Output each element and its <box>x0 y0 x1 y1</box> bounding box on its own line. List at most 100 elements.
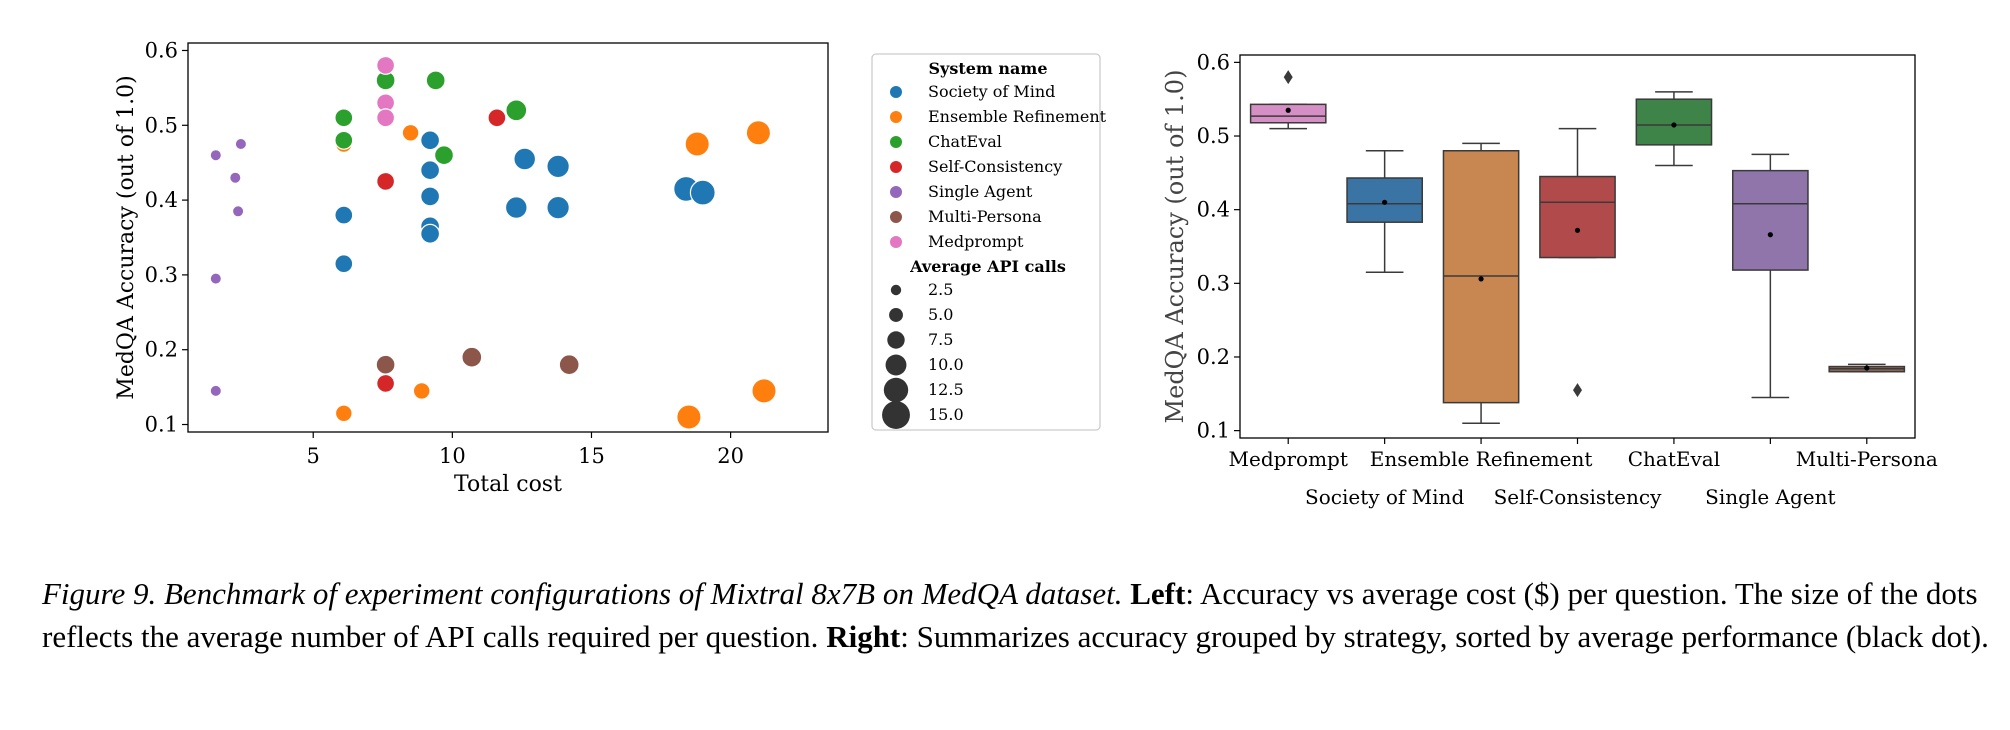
scatter-point <box>513 147 537 171</box>
y-tick-label: 0.1 <box>1197 419 1230 443</box>
scatter-point <box>487 108 507 128</box>
scatter-point <box>376 171 396 191</box>
legend-size-label: 5.0 <box>928 305 953 324</box>
x-tick-label: ChatEval <box>1628 447 1720 471</box>
legend-entry-label: Society of Mind <box>928 82 1055 101</box>
scatter-point <box>334 130 354 150</box>
scatter-point <box>689 179 716 206</box>
legend-size-marker <box>882 401 910 429</box>
legend: System name Society of Mind Ensemble Refin… <box>871 53 1107 431</box>
box-mean-dot <box>1478 276 1484 282</box>
scatter-point <box>420 223 441 244</box>
scatter-point <box>231 205 245 218</box>
scatter-axes-frame <box>187 42 829 433</box>
box-outlier <box>1573 383 1582 398</box>
figure-caption: Figure 9. Benchmark of experiment config… <box>42 572 2002 658</box>
box-iqr <box>1635 98 1713 146</box>
legend-marker <box>890 236 902 248</box>
x-tick-label: Society of Mind <box>1305 485 1464 509</box>
legend-size-label: 12.5 <box>928 380 964 399</box>
x-tick-label: Ensemble Refinement <box>1370 447 1593 471</box>
box-plot: Medprompt Society of Mind Ensemble Refinem… <box>1161 50 1938 509</box>
legend-entry-label: Ensemble Refinement <box>928 107 1107 126</box>
figure-canvas: 5 10 15 20 0.1 0.2 0.3 0.4 0.5 0.6 Total cost MedQA… <box>114 38 1938 509</box>
legend-marker <box>890 161 902 173</box>
scatter-point <box>209 272 222 285</box>
legend-size-marker <box>889 308 903 322</box>
scatter-point <box>209 384 222 398</box>
scatter-point <box>420 130 441 151</box>
scatter-point <box>676 404 702 430</box>
x-tick-label: Medprompt <box>1229 447 1348 471</box>
y-tick-label: 0.6 <box>145 38 178 62</box>
y-tick-label: 0.4 <box>145 188 178 212</box>
legend-size-label: 10.0 <box>928 355 964 374</box>
caption-right-label: Right <box>826 619 901 654</box>
box-mean-dot <box>1285 107 1291 113</box>
legend-size-label: 2.5 <box>928 280 953 299</box>
y-tick-label: 0.6 <box>1197 50 1230 74</box>
box-mean-dot <box>1767 232 1773 238</box>
x-tick-label: Self-Consistency <box>1494 485 1662 509</box>
scatter-point <box>376 55 396 75</box>
scatter-point <box>234 137 248 151</box>
scatter-point <box>375 354 396 375</box>
legend-marker <box>890 136 902 148</box>
x-tick-label: Single Agent <box>1705 485 1835 509</box>
scatter-point <box>209 148 222 162</box>
scatter-point <box>505 99 528 122</box>
y-tick-label: 0.5 <box>145 113 178 137</box>
scatter-point <box>420 186 441 207</box>
legend-marker <box>890 186 902 198</box>
scatter-point <box>434 145 455 166</box>
scatter-point <box>745 120 772 146</box>
legend-size-label: 15.0 <box>928 405 964 424</box>
legend-entry-label: Self-Consistency <box>928 157 1062 176</box>
x-tick-label: 10 <box>439 444 466 468</box>
box-iqr <box>1732 169 1809 271</box>
scatter-point <box>420 160 441 181</box>
scatter-point <box>334 254 354 274</box>
x-tick-label: 20 <box>717 444 744 468</box>
scatter-point <box>461 346 483 368</box>
scatter-plot: 5 10 15 20 0.1 0.2 0.3 0.4 0.5 0.6 Total cost MedQA… <box>114 38 829 497</box>
y-axis-label: MedQA Accuracy (out of 1.0) <box>1161 70 1189 424</box>
scatter-point <box>546 195 570 220</box>
legend-entry-label: Medprompt <box>928 232 1024 251</box>
scatter-point <box>546 154 570 179</box>
scatter-point <box>401 123 420 142</box>
x-tick-label: Multi-Persona <box>1796 447 1938 471</box>
y-tick-label: 0.2 <box>145 338 178 362</box>
scatter-point <box>751 378 777 404</box>
legend-size-label: 7.5 <box>928 330 953 349</box>
caption-left-label: Left <box>1130 576 1186 611</box>
scatter-point <box>412 382 431 400</box>
figure: 5 10 15 20 0.1 0.2 0.3 0.4 0.5 0.6 Total cost MedQA… <box>114 38 1938 509</box>
scatter-point <box>376 373 396 393</box>
legend-size-title: Average API calls <box>909 257 1066 276</box>
box-mean-dot <box>1382 199 1388 205</box>
scatter-point <box>334 108 354 128</box>
legend-size-marker <box>887 331 905 349</box>
y-tick-label: 0.5 <box>1197 124 1230 148</box>
box-outlier <box>1283 70 1293 85</box>
scatter-point <box>504 196 528 220</box>
y-tick-label: 0.3 <box>1197 271 1230 295</box>
scatter-point <box>684 131 710 157</box>
box-iqr <box>1539 175 1616 259</box>
legend-entry-label: Single Agent <box>928 182 1033 201</box>
legend-size-marker <box>885 354 907 376</box>
scatter-point <box>229 171 242 184</box>
box-mean-dot <box>1864 365 1870 371</box>
legend-marker <box>890 86 902 98</box>
box-iqr <box>1346 177 1424 223</box>
caption-left-text: : Accuracy vs average cost ($) per quest… <box>42 576 1978 654</box>
x-tick-label: 5 <box>307 444 320 468</box>
box-mean-dot <box>1574 227 1581 233</box>
legend-entry-label: ChatEval <box>928 132 1002 151</box>
scatter-point <box>334 404 353 423</box>
caption-figure-label: Figure 9. Benchmark of experiment config… <box>42 576 1123 611</box>
legend-marker <box>890 211 902 223</box>
legend-size-marker <box>890 284 902 296</box>
scatter-point <box>376 108 396 128</box>
